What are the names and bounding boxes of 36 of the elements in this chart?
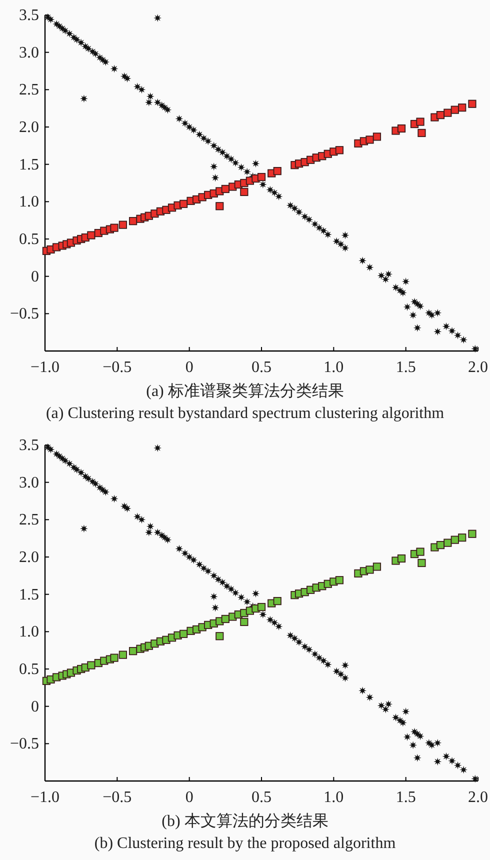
- y-tick-label: 3.5: [19, 437, 39, 454]
- x-tick-label: −1.0: [30, 359, 60, 376]
- y-tick-label: 3.0: [19, 474, 39, 492]
- y-tick-label: 0.5: [19, 231, 39, 248]
- x-tick-label: 1.0: [324, 359, 344, 376]
- y-tick-label: 1.0: [19, 624, 39, 641]
- y-tick-label: −0.5: [10, 306, 39, 323]
- y-tick-label: 0: [31, 698, 39, 716]
- x-tick-label: 0.5: [252, 359, 272, 376]
- y-tick-label: 1.5: [19, 156, 39, 174]
- x-tick-label: 0.5: [252, 789, 272, 806]
- text: (b) 本文算法的分类结果: [162, 812, 328, 830]
- y-tick-label: 3.0: [19, 44, 39, 62]
- x-tick-label: 0: [185, 789, 194, 806]
- y-tick-label: 2.5: [19, 82, 39, 99]
- x-tick-label: 1.5: [396, 789, 416, 806]
- x-tick-label: −1.0: [30, 789, 60, 806]
- y-tick-label: 2.0: [19, 119, 39, 136]
- x-tick-label: 0: [185, 359, 194, 376]
- x-tick-label: −0.5: [102, 789, 132, 806]
- y-tick-label: 1.5: [19, 586, 39, 604]
- text: (b) Clustering result by the proposed algorithm: [94, 835, 396, 852]
- y-tick-label: 1.0: [19, 194, 39, 211]
- x-tick-label: −0.5: [102, 359, 132, 376]
- text: (a) 标准谱聚类算法分类结果: [146, 382, 344, 400]
- x-tick-label: 2.0: [468, 789, 488, 806]
- y-tick-label: 3.5: [19, 7, 39, 24]
- x-tick-label: 1.0: [324, 789, 344, 806]
- x-tick-label: 1.5: [396, 359, 416, 376]
- y-tick-label: −0.5: [10, 736, 39, 753]
- y-tick-label: 2.0: [19, 549, 39, 566]
- y-tick-label: 0.5: [19, 661, 39, 678]
- y-tick-label: 0: [31, 268, 39, 286]
- y-tick-label: 2.5: [19, 512, 39, 529]
- text: (a) Clustering result bystandard spectrum clustering algorithm: [46, 405, 445, 422]
- x-tick-label: 2.0: [468, 359, 488, 376]
